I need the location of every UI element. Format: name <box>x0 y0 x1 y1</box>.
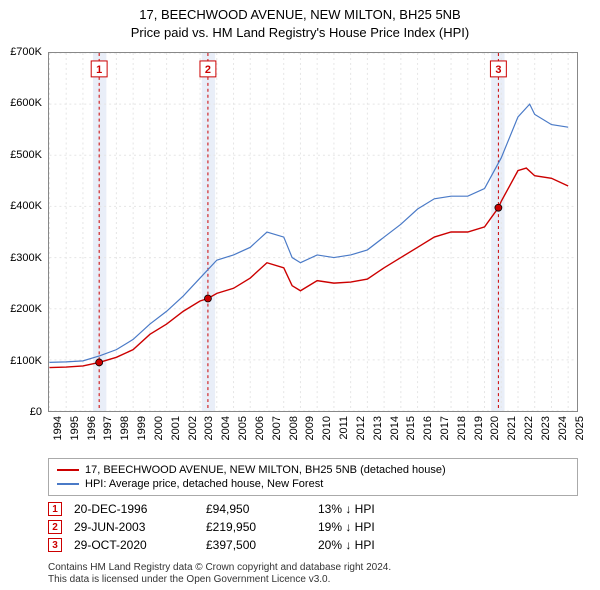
x-tick-label: 2001 <box>170 416 182 440</box>
footer-attribution: Contains HM Land Registry data © Crown c… <box>48 562 391 586</box>
line-chart: 1 2 3 <box>48 52 578 412</box>
x-tick-label: 2004 <box>220 416 232 440</box>
legend: 17, BEECHWOOD AVENUE, NEW MILTON, BH25 5… <box>48 458 578 496</box>
trade-diff: 13% ↓ HPI <box>318 502 418 516</box>
y-tick-label: £200K <box>10 303 42 315</box>
y-tick-label: £0 <box>30 406 42 418</box>
x-tick-label: 2013 <box>372 416 384 440</box>
trade-row: 3 29-OCT-2020 £397,500 20% ↓ HPI <box>48 536 578 554</box>
x-tick-label: 2002 <box>187 416 199 440</box>
x-tick-label: 2014 <box>389 416 401 440</box>
x-tick-label: 2025 <box>574 416 586 440</box>
y-tick-label: £300K <box>10 252 42 264</box>
x-tick-label: 2024 <box>557 416 569 440</box>
title-line2: Price paid vs. HM Land Registry's House … <box>0 24 600 42</box>
legend-label: HPI: Average price, detached house, New … <box>85 478 323 490</box>
x-tick-label: 1995 <box>69 416 81 440</box>
x-tick-label: 2009 <box>304 416 316 440</box>
trade-marker: 3 <box>48 538 62 552</box>
trades-table: 1 20-DEC-1996 £94,950 13% ↓ HPI 2 29-JUN-2003… <box>48 500 578 554</box>
trade-date: 20-DEC-1996 <box>74 502 194 516</box>
x-tick-label: 2011 <box>338 416 350 440</box>
trade-diff: 19% ↓ HPI <box>318 520 418 534</box>
x-tick-label: 2000 <box>153 416 165 440</box>
footer-line2: This data is licensed under the Open Gov… <box>48 574 391 586</box>
legend-item: 17, BEECHWOOD AVENUE, NEW MILTON, BH25 5… <box>57 463 569 477</box>
x-tick-label: 2012 <box>355 416 367 440</box>
x-tick-label: 2016 <box>422 416 434 440</box>
trade-price: £397,500 <box>206 538 306 552</box>
trade-price: £219,950 <box>206 520 306 534</box>
x-tick-label: 2018 <box>456 416 468 440</box>
y-axis: £0£100K£200K£300K£400K£500K£600K£700K <box>0 52 46 412</box>
svg-text:2: 2 <box>205 64 211 76</box>
x-tick-label: 2023 <box>540 416 552 440</box>
trade-marker: 2 <box>48 520 62 534</box>
footer-line1: Contains HM Land Registry data © Crown c… <box>48 562 391 574</box>
x-tick-label: 1997 <box>102 416 114 440</box>
y-tick-label: £100K <box>10 355 42 367</box>
x-axis: 1994 1995 1996 1997 1998 1999 2000 2001 2002 2003… <box>48 416 578 456</box>
chart-area: 1 2 3 <box>48 52 578 412</box>
title-line1: 17, BEECHWOOD AVENUE, NEW MILTON, BH25 5… <box>0 6 600 24</box>
svg-text:1: 1 <box>96 64 102 76</box>
x-tick-label: 2022 <box>523 416 535 440</box>
x-tick-label: 2010 <box>321 416 333 440</box>
trade-price: £94,950 <box>206 502 306 516</box>
x-tick-label: 2017 <box>439 416 451 440</box>
x-tick-label: 2015 <box>405 416 417 440</box>
x-tick-label: 2020 <box>489 416 501 440</box>
chart-title: 17, BEECHWOOD AVENUE, NEW MILTON, BH25 5… <box>0 0 600 41</box>
legend-swatch <box>57 483 79 485</box>
x-tick-label: 2007 <box>271 416 283 440</box>
trade-row: 1 20-DEC-1996 £94,950 13% ↓ HPI <box>48 500 578 518</box>
x-tick-label: 1998 <box>119 416 131 440</box>
x-tick-label: 2003 <box>203 416 215 440</box>
x-tick-label: 2008 <box>288 416 300 440</box>
trade-diff: 20% ↓ HPI <box>318 538 418 552</box>
svg-text:3: 3 <box>495 64 501 76</box>
y-tick-label: £400K <box>10 200 42 212</box>
y-tick-label: £600K <box>10 97 42 109</box>
y-tick-label: £500K <box>10 149 42 161</box>
x-tick-label: 1996 <box>86 416 98 440</box>
x-tick-label: 2021 <box>506 416 518 440</box>
y-tick-label: £700K <box>10 46 42 58</box>
x-tick-label: 2005 <box>237 416 249 440</box>
legend-swatch <box>57 469 79 471</box>
trade-date: 29-OCT-2020 <box>74 538 194 552</box>
legend-item: HPI: Average price, detached house, New … <box>57 477 569 491</box>
trade-date: 29-JUN-2003 <box>74 520 194 534</box>
x-tick-label: 2019 <box>473 416 485 440</box>
legend-label: 17, BEECHWOOD AVENUE, NEW MILTON, BH25 5… <box>85 464 446 476</box>
trade-row: 2 29-JUN-2003 £219,950 19% ↓ HPI <box>48 518 578 536</box>
x-tick-label: 1999 <box>136 416 148 440</box>
x-tick-label: 2006 <box>254 416 266 440</box>
trade-marker: 1 <box>48 502 62 516</box>
x-tick-label: 1994 <box>52 416 64 440</box>
